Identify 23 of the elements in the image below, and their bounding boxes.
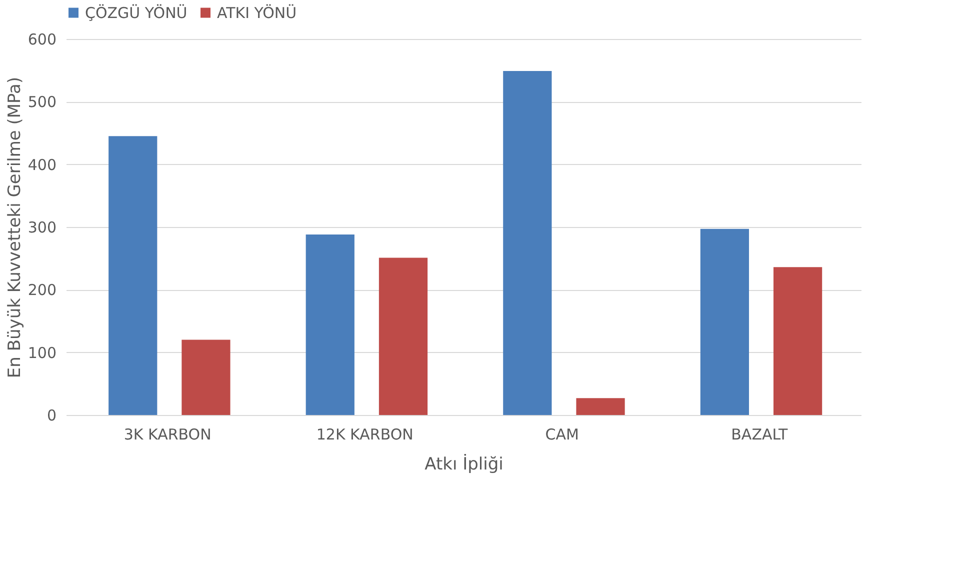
x-axis-title: Atkı İpliği — [424, 454, 504, 474]
y-axis-title: En Büyük Kuvvetteki Gerilme (MPa) — [4, 76, 25, 378]
y-tick-label: 300 — [28, 218, 56, 236]
y-tick-label: 0 — [46, 406, 56, 424]
y-tick-label: 600 — [28, 30, 56, 48]
y-tick-label: 100 — [28, 344, 56, 362]
legend-label: ATKI YÖNÜ — [217, 4, 297, 22]
legend-label: ÇÖZGÜ YÖNÜ — [85, 4, 188, 22]
bar — [773, 267, 822, 415]
bar — [182, 340, 230, 415]
bar — [108, 136, 158, 415]
y-tick-label: 200 — [28, 281, 56, 300]
x-tick-label: BAZALT — [731, 426, 789, 444]
y-tick-label: 400 — [28, 156, 56, 174]
x-tick-label: CAM — [545, 426, 579, 444]
bar — [503, 70, 552, 415]
bar — [306, 234, 354, 415]
bar — [576, 398, 625, 415]
x-tick-label: 3K KARBON — [124, 426, 212, 444]
y-tick-label: 500 — [28, 93, 56, 112]
x-tick-label: 12K KARBON — [316, 426, 414, 444]
bar — [378, 258, 428, 415]
bar — [700, 228, 749, 415]
